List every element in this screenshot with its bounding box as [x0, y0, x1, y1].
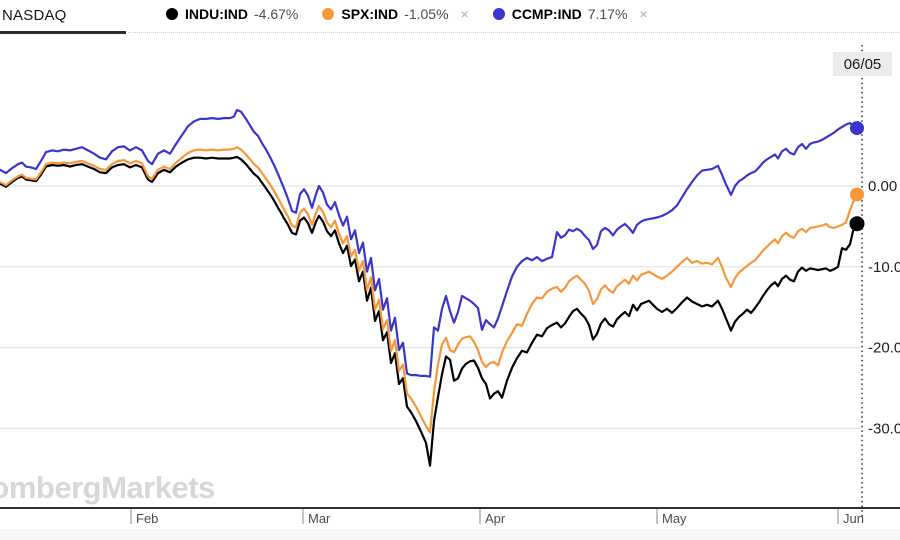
legend: INDU:IND -4.67% SPX:IND -1.05% × CCMP:IN…	[166, 6, 672, 22]
header-divider	[128, 32, 900, 33]
series-line-indu	[0, 155, 859, 467]
indu-series-dot-icon	[166, 8, 178, 20]
ccmp-series-dot-icon	[492, 8, 505, 20]
series-endpoint-dot-ccmp	[850, 121, 864, 136]
series-endpoint-dot-indu	[849, 216, 865, 232]
legend-item-ccmp[interactable]: CCMP:IND 7.17% ×	[492, 6, 648, 22]
legend-item-indu[interactable]: INDU:IND -4.67%	[166, 6, 298, 22]
series-line-ccmp	[0, 108, 859, 378]
legend-ticker: INDU:IND	[185, 6, 248, 22]
legend-change: -1.05%	[404, 6, 449, 22]
legend-change: 7.17%	[587, 6, 628, 22]
y-axis-label: 0.00	[868, 178, 897, 195]
legend-ticker: CCMP:IND	[511, 6, 582, 22]
series-line-spx	[0, 146, 859, 434]
bloomberg-watermark: BloombergMarkets	[0, 470, 215, 505]
x-axis-tick-label: Mar	[308, 511, 331, 526]
series-endpoint-dot-spx	[850, 187, 864, 202]
x-axis-tick-label: Feb	[136, 511, 158, 526]
spx-series-dot-icon	[322, 8, 335, 20]
x-axis-tick-label: Jun	[843, 511, 864, 526]
legend-ticker: SPX:IND	[341, 6, 399, 22]
active-tab-underline	[0, 31, 126, 34]
close-icon[interactable]: ×	[639, 6, 648, 22]
x-axis-tick-label: Apr	[485, 511, 506, 526]
y-axis-label: -20.00	[868, 340, 900, 357]
y-axis-label: -10.00	[868, 259, 900, 276]
cursor-date-flag: 06/05	[833, 52, 892, 76]
legend-item-spx[interactable]: SPX:IND -1.05% ×	[322, 6, 469, 22]
legend-change: -4.67%	[254, 6, 299, 22]
y-axis-label: -30.00	[868, 420, 900, 437]
bottom-band	[0, 529, 900, 540]
tab-nasdaq[interactable]: NASDAQ	[2, 7, 67, 24]
x-axis-tick-label: May	[662, 511, 687, 526]
close-icon[interactable]: ×	[460, 6, 469, 22]
